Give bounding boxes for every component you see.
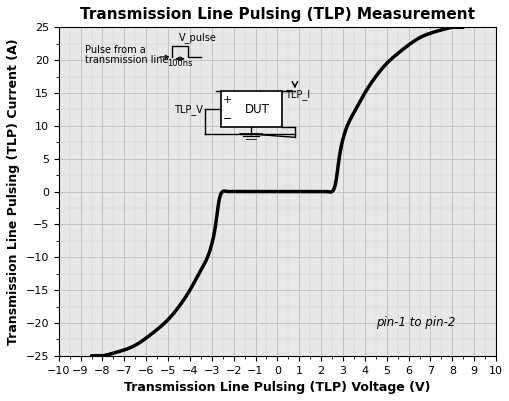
Text: Pulse from a: Pulse from a — [85, 45, 146, 55]
Text: +: + — [222, 95, 231, 105]
Title: Transmission Line Pulsing (TLP) Measurement: Transmission Line Pulsing (TLP) Measurem… — [80, 7, 474, 22]
X-axis label: Transmission Line Pulsing (TLP) Voltage (V): Transmission Line Pulsing (TLP) Voltage … — [124, 381, 430, 394]
Y-axis label: Transmission Line Pulsing (TLP) Current (A): Transmission Line Pulsing (TLP) Current … — [7, 38, 20, 345]
Text: −: − — [222, 114, 231, 124]
Text: 100ns: 100ns — [167, 59, 192, 68]
Bar — [220, 91, 281, 128]
Text: DUT: DUT — [245, 103, 270, 116]
Text: pin-1 to pin-2: pin-1 to pin-2 — [375, 316, 454, 330]
Text: TLP_V: TLP_V — [174, 104, 203, 115]
Text: V_pulse: V_pulse — [179, 32, 216, 43]
Text: transmission line: transmission line — [85, 55, 168, 65]
Text: TLP_I: TLP_I — [285, 89, 309, 100]
